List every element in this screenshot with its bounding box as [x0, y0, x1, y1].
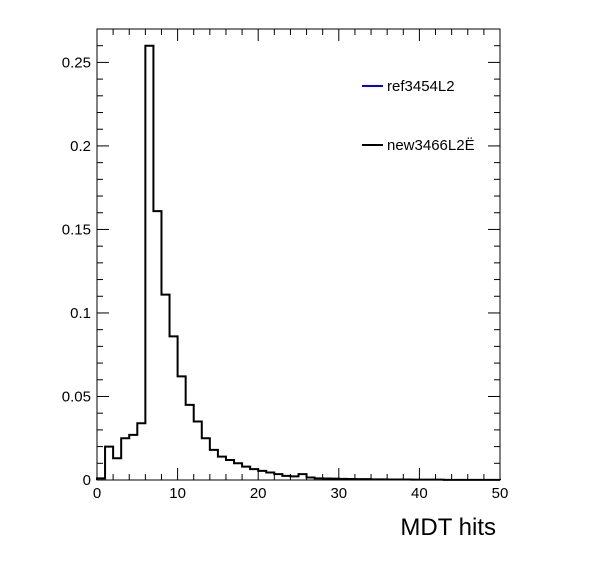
axis-ticks	[96, 28, 501, 481]
y-tick-label: 0.1	[70, 305, 91, 322]
y-tick-label: 0.2	[70, 138, 91, 155]
x-tick-label: 30	[330, 485, 347, 502]
axis-tick-labels: 0 10 20 30 40 50 0 0.05 0.1 0.15 0.2 0.25	[62, 54, 509, 502]
x-tick-label: 0	[93, 485, 101, 502]
histogram-series-1	[96, 44, 501, 481]
legend-label: new3466L2Ë	[387, 137, 475, 154]
y-tick-label: 0.25	[62, 54, 91, 71]
plot-frame	[96, 28, 501, 481]
y-tick-label: 0.05	[62, 388, 91, 405]
x-tick-label: 20	[250, 485, 267, 502]
x-axis-title: MDT hits	[400, 514, 496, 541]
series-layer	[96, 44, 501, 481]
x-tick-label: 40	[411, 485, 428, 502]
y-tick-label: 0.15	[62, 221, 91, 238]
x-tick-label: 50	[492, 485, 509, 502]
legend-label: ref3454L2	[387, 78, 455, 95]
x-tick-label: 10	[169, 485, 186, 502]
y-tick-label: 0	[83, 472, 91, 489]
legend: ref3454L2 new3466L2Ë	[362, 78, 475, 154]
